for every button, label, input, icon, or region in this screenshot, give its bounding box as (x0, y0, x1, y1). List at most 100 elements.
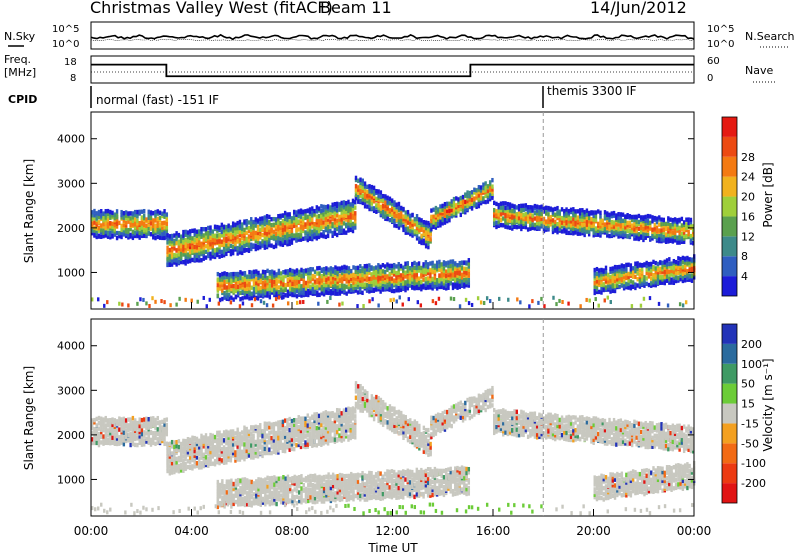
velocity-cell (236, 441, 239, 446)
power-cell (91, 210, 94, 215)
power-cell (644, 228, 647, 233)
power-cell (370, 265, 373, 270)
velocity-cell (245, 438, 248, 444)
power-cell (354, 282, 357, 287)
velocity-cell (198, 465, 201, 470)
velocity-cell (222, 430, 226, 435)
power-cell (565, 220, 568, 226)
power-cell (587, 210, 591, 216)
power-cell (538, 210, 541, 216)
power-cell (127, 232, 130, 238)
power-cell (649, 225, 652, 230)
power-cell (388, 196, 392, 201)
power-cell (140, 225, 144, 230)
power-cell (645, 276, 648, 281)
power-cell (463, 269, 466, 275)
power-cell (424, 285, 428, 291)
power-cell (265, 303, 269, 308)
power-cell (229, 251, 233, 257)
velocity-cell (147, 432, 150, 438)
power-cell (676, 235, 679, 240)
velocity-cell (170, 443, 174, 449)
power-colorbar-label: Power [dB] (761, 162, 775, 227)
power-cell (93, 215, 96, 221)
velocity-cell (102, 428, 105, 433)
power-cell (459, 195, 462, 201)
power-cell (198, 235, 201, 241)
power-cell (397, 277, 400, 282)
power-cell (368, 285, 371, 291)
velocity-cell (225, 460, 228, 465)
power-cell (213, 224, 217, 229)
power-cell (158, 218, 162, 223)
power-cell (449, 259, 452, 264)
power-cell (279, 287, 283, 292)
power-cell (265, 214, 269, 219)
power-cell (231, 247, 235, 252)
velocity-cell (252, 428, 255, 433)
velocity-cell (227, 435, 230, 440)
power-cell (581, 214, 584, 219)
power-cell (593, 273, 596, 279)
power-cell (274, 224, 278, 229)
power-cell (619, 218, 623, 224)
power-cell (248, 296, 251, 301)
power-cell (290, 216, 294, 221)
power-cell (331, 222, 334, 227)
velocity-cell (236, 429, 239, 435)
power-cell (482, 182, 485, 187)
velocity-cell (211, 449, 214, 455)
power-cell (329, 266, 333, 271)
power-cell (336, 279, 339, 284)
power-cell (277, 279, 281, 284)
velocity-cell (166, 468, 169, 474)
power-cell (676, 226, 679, 231)
power-cell (454, 269, 457, 275)
power-cell (104, 229, 107, 235)
velocity-cell (173, 452, 176, 457)
power-cell (383, 269, 387, 275)
power-cell (250, 231, 253, 236)
velocity-cell (91, 423, 94, 428)
power-cell (560, 220, 564, 225)
power-cell (466, 198, 469, 204)
power-cell (230, 286, 233, 292)
power-cell (438, 279, 441, 284)
power-cell (234, 245, 237, 250)
power-cell (163, 212, 166, 217)
power-cell (661, 264, 664, 270)
power-cell (587, 232, 591, 237)
power-cell (504, 205, 507, 211)
power-cell (422, 272, 425, 278)
power-cell (441, 207, 444, 212)
power-cell (404, 283, 407, 289)
power-cell (381, 193, 385, 199)
power-cell (386, 195, 389, 200)
velocity-cell (177, 469, 181, 474)
power-cell (465, 279, 468, 285)
power-cell (356, 265, 360, 271)
velocity-cell (207, 444, 210, 449)
power-cell (634, 265, 637, 270)
power-cell (608, 223, 611, 229)
power-cell (354, 211, 357, 216)
velocity-cell (156, 427, 159, 432)
power-cell (622, 284, 626, 289)
power-cell (218, 254, 221, 259)
power-cell (640, 273, 644, 278)
velocity-cell (252, 436, 255, 442)
power-cell (168, 234, 172, 239)
power-cell (361, 266, 364, 271)
power-cell (551, 220, 555, 226)
velocity-cell (209, 449, 212, 455)
power-cell (293, 209, 296, 215)
velocity-cell (131, 438, 135, 443)
velocity-cell (140, 423, 144, 428)
power-cell (143, 213, 146, 219)
power-cell (306, 218, 309, 223)
velocity-cell (149, 442, 153, 447)
power-cell (266, 291, 269, 296)
velocity-cell (109, 428, 112, 433)
power-cell (634, 261, 637, 266)
velocity-cell (163, 417, 166, 423)
